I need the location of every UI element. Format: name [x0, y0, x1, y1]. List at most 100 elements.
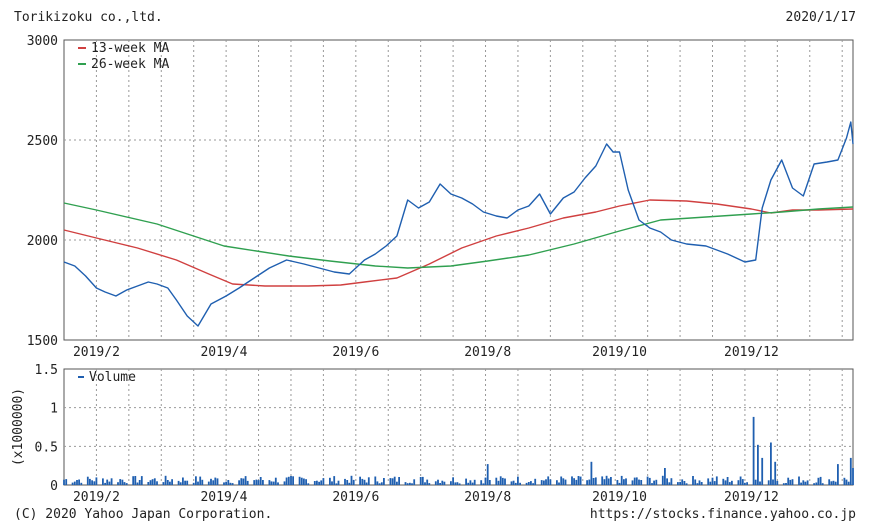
copyright: (C) 2020 Yahoo Japan Corporation.: [14, 507, 273, 522]
volume-bar: [117, 482, 119, 485]
volume-bar: [575, 479, 578, 485]
volume-bar: [534, 478, 537, 485]
volume-bar: [93, 481, 96, 485]
volume-bar: [698, 480, 701, 485]
legend-label-ma13: 13-week MA: [91, 41, 169, 56]
volume-bar: [151, 479, 154, 485]
volume-bar: [262, 480, 264, 485]
volume-bar: [845, 479, 848, 485]
source-url: https://stocks.finance.yahoo.co.jp: [589, 507, 856, 522]
volume-bar: [623, 479, 625, 485]
volume-bar: [668, 482, 671, 485]
volume-bar: [661, 475, 664, 485]
volume-bar: [441, 480, 444, 485]
volume-bar: [616, 480, 619, 485]
volume-bar: [201, 479, 204, 485]
volume-bar: [471, 482, 474, 485]
volume-bar: [666, 478, 668, 485]
volume-bar: [592, 478, 595, 485]
volume-bar: [648, 477, 651, 485]
volume-bar: [737, 480, 740, 485]
volume-bar: [270, 481, 273, 485]
volume-bar: [791, 479, 794, 485]
volume-bar: [106, 479, 109, 485]
volume-bar: [700, 482, 703, 485]
volume-bar: [452, 477, 454, 485]
volume-bar: [685, 483, 688, 485]
volume-bar: [631, 480, 634, 485]
volume-bar: [770, 442, 772, 485]
volume-bar: [711, 477, 714, 485]
volume-bar: [238, 480, 240, 485]
volume-bar: [467, 482, 470, 485]
volume-bar: [830, 481, 833, 485]
volume-bar: [543, 480, 545, 485]
volume-bar: [486, 464, 489, 485]
volume-ytick-label: 0: [50, 479, 58, 494]
volume-bar: [488, 480, 491, 485]
volume-bar: [227, 480, 230, 485]
volume-bar: [383, 478, 385, 485]
volume-bar: [104, 482, 106, 485]
volume-bar: [620, 475, 623, 485]
volume-bar: [406, 483, 409, 485]
volume-bar: [257, 480, 260, 485]
price-xtick-label: 2019/12: [724, 345, 779, 360]
volume-bar: [469, 480, 472, 485]
volume-bar: [726, 477, 729, 485]
volume-bar: [601, 476, 604, 485]
volume-bar: [560, 476, 563, 485]
volume-bar: [832, 480, 835, 485]
volume-bar: [834, 481, 837, 485]
volume-bar: [346, 480, 349, 485]
volume-bar: [588, 479, 591, 485]
volume-bar: [514, 482, 517, 485]
volume-bar: [274, 477, 277, 485]
volume-bar: [391, 478, 394, 485]
volume-bar: [681, 479, 684, 485]
price-xtick-label: 2019/10: [592, 345, 647, 360]
volume-bar: [272, 481, 275, 485]
volume-bar: [195, 476, 197, 485]
volume-bar: [121, 479, 124, 485]
volume-bar: [426, 479, 429, 485]
volume-bar: [782, 483, 785, 485]
volume-bar: [798, 476, 800, 485]
volume-bar: [393, 476, 396, 485]
volume-bar: [413, 479, 416, 485]
volume-bar: [352, 479, 355, 485]
volume-bar: [65, 479, 68, 485]
volume-bar: [80, 482, 83, 485]
volume-bar: [348, 482, 351, 485]
volume-bar: [359, 476, 361, 485]
volume-bar: [532, 483, 534, 485]
volume-bar: [199, 476, 202, 485]
volume-bar: [123, 482, 126, 485]
volume-bar: [504, 478, 506, 485]
volume-bar: [828, 479, 831, 485]
volume-bar: [774, 461, 777, 485]
volume-bar: [253, 480, 256, 485]
volume-bar: [638, 479, 640, 485]
volume-bar: [635, 477, 638, 485]
volume-bar: [140, 476, 143, 485]
volume-ytick-label: 1: [50, 402, 58, 417]
volume-bar: [210, 478, 212, 485]
volume-bar: [456, 482, 459, 485]
volume-bar: [186, 480, 189, 485]
volume-bar: [754, 479, 757, 485]
volume-bar: [741, 479, 744, 485]
volume-bar: [177, 480, 180, 485]
volume-bar: [287, 476, 290, 485]
volume-bar: [153, 478, 156, 485]
volume-bar: [300, 477, 303, 485]
volume-bar: [361, 478, 364, 485]
volume-bar: [728, 482, 731, 485]
volume-bar: [573, 478, 575, 485]
volume-bar: [421, 476, 424, 485]
volume-bar: [207, 481, 210, 485]
volume-bar: [677, 482, 679, 485]
volume-bar: [694, 479, 697, 485]
volume-axis-label: (x1000000): [11, 388, 26, 466]
volume-bar: [739, 476, 742, 485]
